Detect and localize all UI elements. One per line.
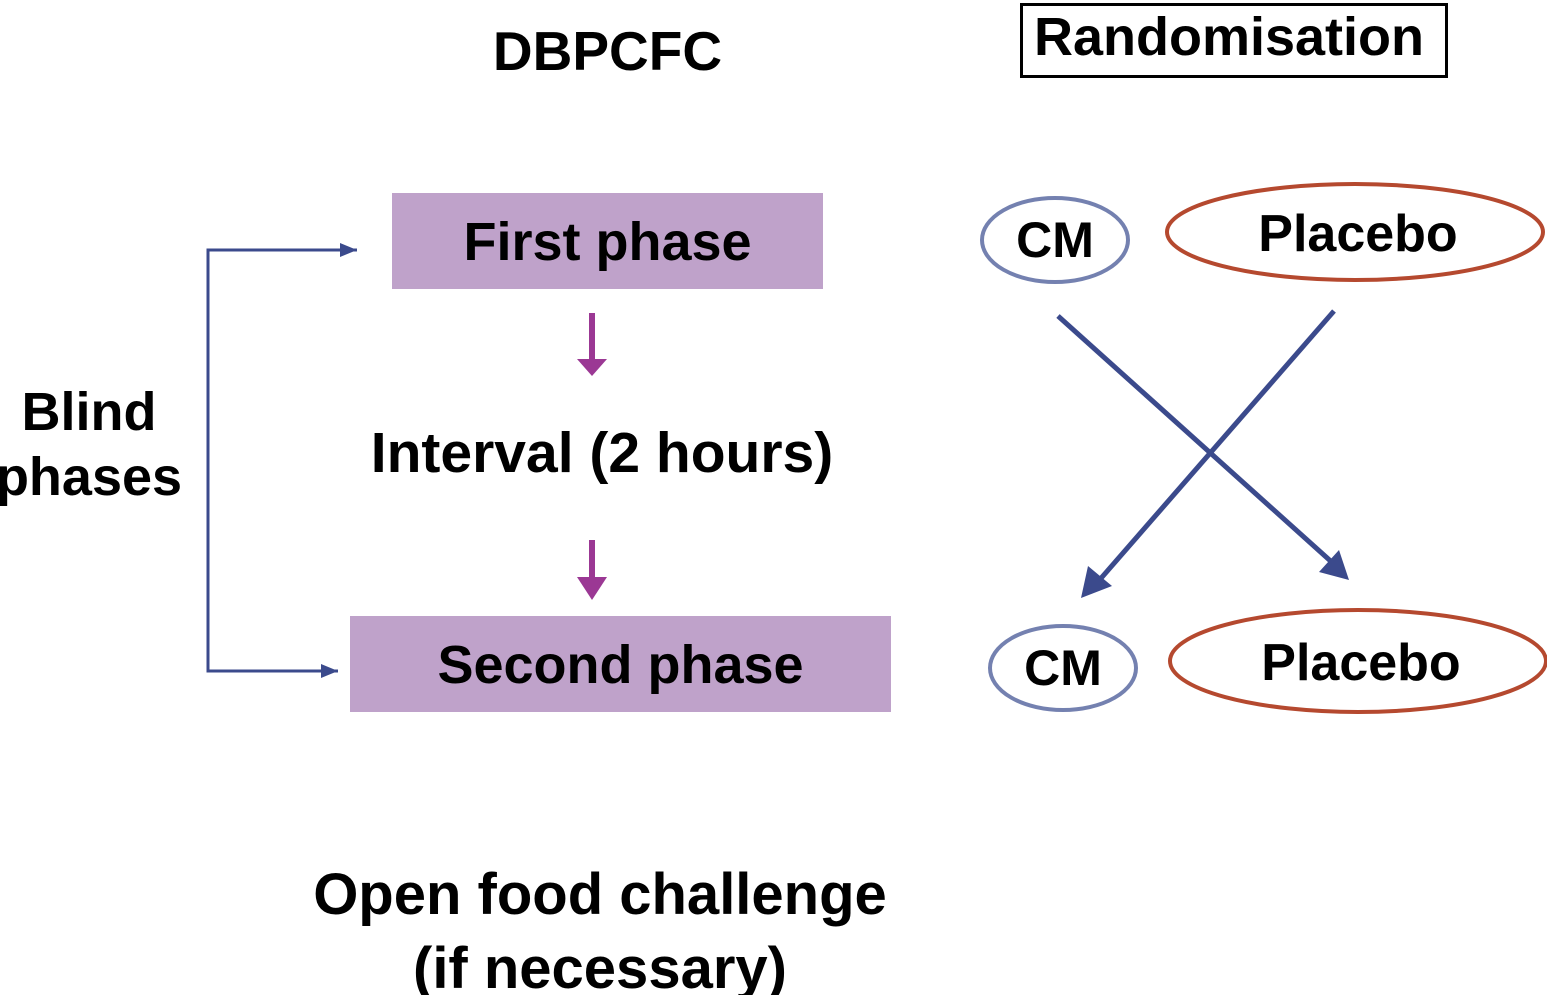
svg-text:CM: CM — [1016, 212, 1094, 268]
svg-text:CM: CM — [1024, 640, 1102, 696]
svg-text:Placebo: Placebo — [1261, 634, 1460, 692]
svg-text:Placebo: Placebo — [1258, 205, 1457, 263]
